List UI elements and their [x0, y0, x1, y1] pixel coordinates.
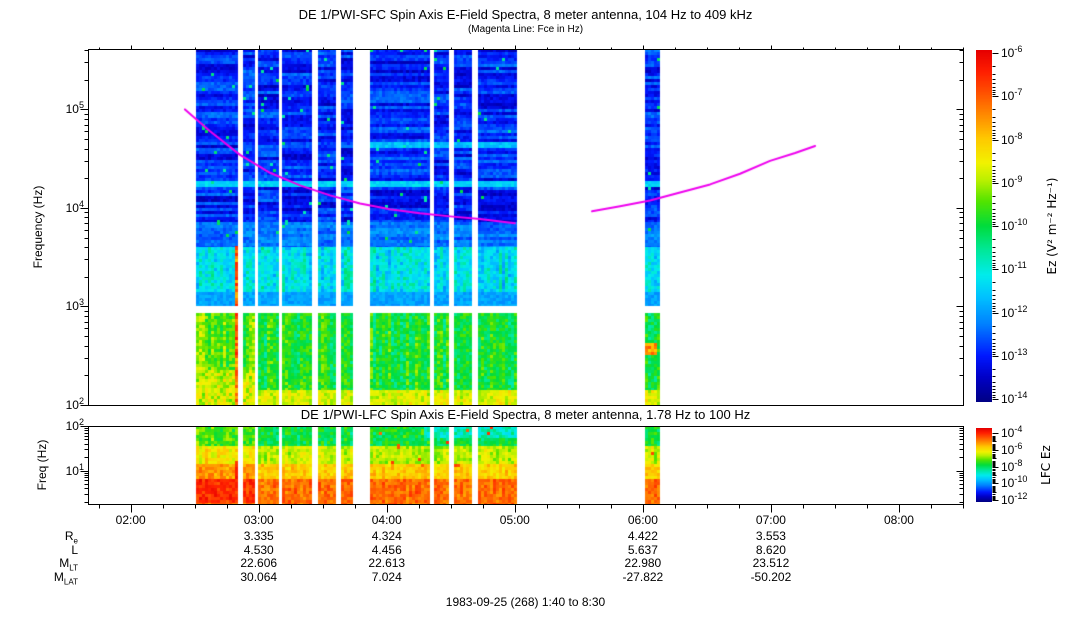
annotation-row-label: Re: [64, 529, 78, 546]
lfc-colorbar-tick-label: 10-10: [1001, 474, 1028, 491]
sfc-colorbar: [976, 50, 992, 402]
panel-border: [88, 49, 964, 406]
lfc-colorbar-tick-label: 10-12: [1001, 491, 1028, 507]
x-axis-tick-label: 06:00: [627, 513, 658, 527]
annotation-row-label: L: [71, 543, 78, 557]
annotation-value: -50.202: [750, 570, 792, 584]
annotation-value: 3.335: [243, 529, 274, 543]
annotation-value: 8.620: [755, 543, 786, 557]
x-axis-tick-label: 03:00: [243, 513, 274, 527]
annotation-value: 7.024: [371, 570, 402, 584]
lfc-spectrogram-canvas: [88, 426, 963, 504]
sfc-colorbar-tick-label: 10-12: [1001, 303, 1028, 320]
sfc-panel-subtitle: (Magenta Line: Fce in Hz): [467, 24, 584, 35]
annotation-row-label: MLAT: [53, 570, 78, 587]
sfc-colorbar-tick-label: 10-14: [1001, 390, 1028, 406]
sfc-y-tick-label: 104: [65, 198, 84, 215]
x-axis-tick-label: 08:00: [883, 513, 914, 527]
sfc-y-tick-label: 103: [65, 297, 84, 314]
lfc-y-tick-label: 102: [65, 417, 84, 433]
x-axis-tick-label: 05:00: [499, 513, 530, 527]
x-axis-tick-label: 02:00: [115, 513, 146, 527]
sfc-colorbar-tick-label: 10-8: [1001, 130, 1023, 147]
lfc-colorbar-tick-label: 10-4: [1001, 424, 1023, 440]
annotation-row-label: MLT: [59, 556, 78, 573]
date-range-annotation: 1983-09-25 (268) 1:40 to 8:30: [445, 595, 606, 609]
sfc-y-tick-label: 105: [65, 100, 84, 117]
annotation-value: 22.980: [624, 556, 662, 570]
annotation-value: 22.613: [368, 556, 406, 570]
lfc-panel-title: DE 1/PWI-LFC Spin Axis E-Field Spectra, …: [300, 407, 751, 422]
annotation-value: 23.512: [752, 556, 790, 570]
lfc-colorbar-tick-label: 10-8: [1001, 457, 1023, 474]
sfc-colorbar-tick-label: 10-13: [1001, 346, 1028, 363]
lfc-colorbar: [976, 428, 992, 502]
lfc-y-tick-label: 101: [65, 461, 84, 478]
sfc-y-tick-label: 102: [65, 396, 84, 412]
annotation-value: 3.553: [755, 529, 786, 543]
annotation-value: 30.064: [240, 570, 278, 584]
annotation-value: 4.422: [627, 529, 658, 543]
annotation-value: 5.637: [627, 543, 658, 557]
sfc-colorbar-tick-label: 10-6: [1001, 44, 1023, 60]
panel-border: [88, 426, 964, 505]
sfc-colorbar-tick-label: 10-9: [1001, 173, 1023, 190]
annotation-value: 22.606: [240, 556, 278, 570]
sfc-spectrogram-canvas: [88, 49, 963, 405]
lfc-colorbar-tick-label: 10-6: [1001, 440, 1023, 457]
annotation-value: 4.530: [243, 543, 274, 557]
x-axis-tick-label: 07:00: [755, 513, 786, 527]
sfc-panel-title: DE 1/PWI-SFC Spin Axis E-Field Spectra, …: [298, 7, 753, 22]
annotation-value: 4.456: [371, 543, 402, 557]
annotation-value: 4.324: [371, 529, 402, 543]
x-axis-tick-label: 04:00: [371, 513, 402, 527]
annotation-value: -27.822: [622, 570, 664, 584]
sfc-colorbar-tick-label: 10-7: [1001, 87, 1023, 104]
sfc-colorbar-tick-label: 10-10: [1001, 217, 1028, 233]
sfc-colorbar-tick-label: 10-11: [1001, 260, 1027, 277]
